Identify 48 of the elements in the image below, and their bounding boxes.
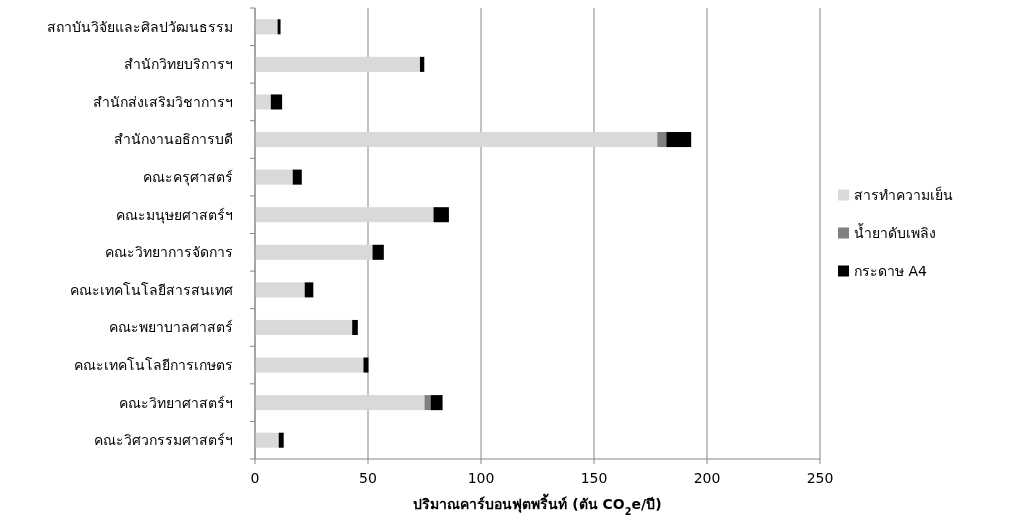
bar	[255, 282, 305, 298]
x-tick-label: 100	[467, 470, 495, 486]
bar	[363, 357, 369, 373]
y-tick-label: สำนักงานอธิการบดี	[114, 131, 233, 148]
bar	[255, 132, 658, 148]
bar	[255, 19, 278, 35]
legend-label: กระดาษ A4	[854, 263, 928, 280]
bar	[255, 319, 353, 335]
x-tick-label: 200	[693, 470, 721, 486]
bar	[430, 395, 443, 411]
bar	[255, 395, 425, 411]
bar	[352, 319, 358, 335]
x-tick-label: 0	[250, 470, 260, 486]
bar	[433, 207, 449, 223]
bar	[666, 132, 692, 148]
legend-label: สารทำความเย็น	[854, 186, 953, 204]
bar	[255, 244, 373, 260]
y-tick-label: สถาบันวิจัยและศิลปวัฒนธรรม	[47, 18, 233, 35]
bar	[424, 395, 431, 411]
y-tick-label: คณะเทคโนโลยีการเกษตร	[74, 356, 233, 373]
bar	[372, 244, 384, 260]
bar	[255, 169, 293, 185]
x-axis-title: ปริมาณคาร์บอนฟุตพริ้นท์ (ตัน CO$_{2}$e/ปี)	[413, 493, 662, 517]
legend-label: น้ำยาดับเพลิง	[854, 223, 936, 242]
y-tick-label: คณะครุศาสตร์	[143, 169, 233, 187]
bar	[277, 19, 281, 35]
bar	[657, 132, 667, 148]
x-tick-label: 150	[580, 470, 608, 486]
bar	[304, 282, 314, 298]
bar	[255, 357, 364, 373]
bar	[255, 94, 271, 110]
x-tick-label: 250	[806, 470, 834, 486]
y-tick-label: คณะมนุษยศาสตร์ฯ	[116, 206, 233, 224]
bar	[419, 56, 425, 72]
bar	[255, 56, 420, 72]
y-tick-label: คณะวิทยาศาสตร์ฯ	[119, 394, 233, 411]
bar	[255, 207, 434, 223]
y-tick-label: คณะวิทยาการจัดการ	[105, 244, 233, 261]
bar	[255, 432, 279, 448]
bar	[278, 432, 284, 448]
y-tick-label: สำนักวิทยบริการฯ	[124, 56, 233, 73]
x-tick-label: 50	[359, 470, 377, 486]
bar	[270, 94, 283, 110]
bar	[292, 169, 302, 185]
y-tick-label: คณะวิศวกรรมศาสตร์ฯ	[94, 432, 233, 449]
y-tick-label: สำนักส่งเสริมวิชาการฯ	[93, 93, 233, 110]
y-tick-label: คณะเทคโนโลยีสารสนเทศ	[70, 281, 233, 298]
y-tick-label: คณะพยาบาลศาสตร์	[109, 319, 233, 336]
